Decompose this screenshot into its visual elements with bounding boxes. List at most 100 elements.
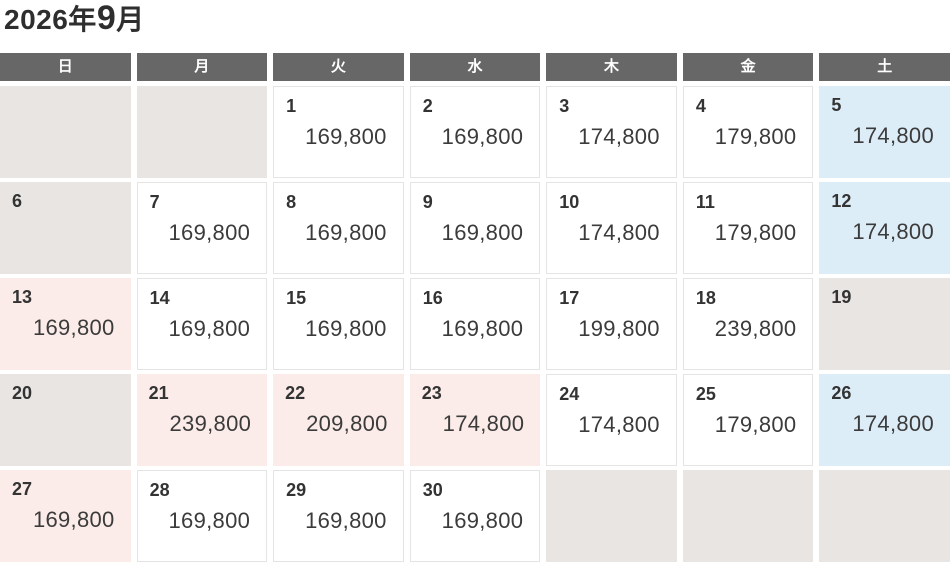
day-number: 18 <box>695 288 716 308</box>
calendar-cell-10[interactable]: 10 174,800 <box>546 182 677 274</box>
price-label: 169,800 <box>32 315 115 340</box>
day-number: 8 <box>286 192 297 212</box>
price-label: 169,800 <box>168 220 251 245</box>
day-number: 4 <box>695 96 706 116</box>
calendar-cell-17[interactable]: 17 199,800 <box>546 278 677 370</box>
price-label: 174,800 <box>578 220 660 245</box>
calendar-cell-5[interactable]: 5 174,800 <box>819 86 950 178</box>
price-label: 174,800 <box>578 412 660 437</box>
weekday-header-sat: 土 <box>819 53 950 81</box>
calendar-cell-15[interactable]: 15 169,800 <box>273 278 404 370</box>
price-label: 169,800 <box>168 508 251 533</box>
title-month-label: 月 <box>116 4 145 35</box>
calendar-cell-empty <box>0 86 131 178</box>
price-label: 169,800 <box>305 316 387 341</box>
day-number: 1 <box>286 96 297 116</box>
title-year-label: 年 <box>68 4 97 35</box>
calendar-cell-21[interactable]: 21 239,800 <box>136 374 268 466</box>
day-number: 28 <box>149 480 170 500</box>
day-number: 16 <box>422 288 443 308</box>
calendar-cell-27[interactable]: 27 169,800 <box>0 470 131 562</box>
price-label: 169,800 <box>32 507 115 532</box>
calendar-cell-22[interactable]: 22 209,800 <box>273 374 404 466</box>
day-number: 27 <box>12 479 33 499</box>
weekday-header-row: 日 月 火 水 木 金 土 <box>0 53 950 81</box>
calendar-cell-2[interactable]: 2 169,800 <box>409 86 541 178</box>
calendar-cell-20: 20 <box>0 374 131 466</box>
price-label: 174,800 <box>852 219 934 244</box>
calendar-cell-empty <box>682 470 814 562</box>
price-label: 169,800 <box>441 508 524 533</box>
calendar-cell-empty <box>136 86 268 178</box>
calendar-cell-30[interactable]: 30 169,800 <box>409 470 541 562</box>
price-label: 174,800 <box>852 411 934 436</box>
day-number: 20 <box>12 383 33 403</box>
day-number: 14 <box>149 288 170 308</box>
price-label: 174,800 <box>852 123 934 148</box>
price-label: 169,800 <box>305 220 387 245</box>
calendar-cell-4[interactable]: 4 179,800 <box>682 86 814 178</box>
day-number: 19 <box>831 287 852 307</box>
price-label: 179,800 <box>714 124 797 149</box>
day-number: 6 <box>12 191 23 211</box>
weekday-header-sun: 日 <box>0 53 131 81</box>
calendar-cell-1[interactable]: 1 169,800 <box>273 86 404 178</box>
calendar-title: 2026年9月 <box>4 0 145 37</box>
calendar-cell-26[interactable]: 26 174,800 <box>819 374 950 466</box>
calendar-cell-12[interactable]: 12 174,800 <box>819 182 950 274</box>
price-label: 209,800 <box>306 411 388 436</box>
day-number: 10 <box>559 192 580 212</box>
day-number: 11 <box>695 192 715 212</box>
price-label: 169,800 <box>305 508 387 533</box>
calendar-cell-13[interactable]: 13 169,800 <box>0 278 131 370</box>
day-number: 17 <box>559 288 580 308</box>
price-label: 169,800 <box>441 220 524 245</box>
weekday-header-mon: 月 <box>136 53 268 81</box>
price-label: 169,800 <box>305 124 387 149</box>
day-number: 2 <box>422 96 433 116</box>
day-number: 30 <box>422 480 443 500</box>
price-label: 179,800 <box>714 412 797 437</box>
calendar-cell-29[interactable]: 29 169,800 <box>273 470 404 562</box>
calendar-cell-18[interactable]: 18 239,800 <box>682 278 814 370</box>
calendar-cell-empty <box>819 470 950 562</box>
calendar-cell-6: 6 <box>0 182 131 274</box>
day-number: 13 <box>12 287 33 307</box>
price-label: 169,800 <box>441 124 524 149</box>
calendar-cell-25[interactable]: 25 179,800 <box>682 374 814 466</box>
price-calendar: 日 月 火 水 木 金 土 1 169,800 2 169,800 3 174,800 4 1… <box>0 53 950 562</box>
weekday-header-fri: 金 <box>682 53 814 81</box>
day-number: 3 <box>559 96 570 116</box>
calendar-cell-7[interactable]: 7 169,800 <box>136 182 268 274</box>
title-month: 9 <box>96 0 117 37</box>
calendar-cell-11[interactable]: 11 179,800 <box>682 182 814 274</box>
calendar-cell-24[interactable]: 24 174,800 <box>546 374 677 466</box>
price-label: 169,800 <box>168 316 251 341</box>
calendar-cell-16[interactable]: 16 169,800 <box>409 278 541 370</box>
calendar-cell-3[interactable]: 3 174,800 <box>546 86 677 178</box>
weekday-header-thu: 木 <box>546 53 677 81</box>
day-number: 15 <box>286 288 307 308</box>
weekday-header-wed: 水 <box>409 53 541 81</box>
day-number: 29 <box>286 480 307 500</box>
price-label: 174,800 <box>442 411 525 436</box>
calendar-cell-19: 19 <box>819 278 950 370</box>
calendar-cell-28[interactable]: 28 169,800 <box>136 470 268 562</box>
title-year: 2026 <box>4 4 69 35</box>
day-number: 7 <box>149 192 160 212</box>
price-label: 169,800 <box>441 316 524 341</box>
calendar-cell-8[interactable]: 8 169,800 <box>273 182 404 274</box>
calendar-cell-14[interactable]: 14 169,800 <box>136 278 268 370</box>
day-number: 23 <box>421 383 442 403</box>
day-number: 21 <box>148 383 169 403</box>
price-label: 199,800 <box>578 316 660 341</box>
calendar-cell-23[interactable]: 23 174,800 <box>409 374 541 466</box>
price-label: 174,800 <box>578 124 660 149</box>
day-number: 24 <box>559 384 580 404</box>
price-label: 179,800 <box>714 220 797 245</box>
calendar-cell-empty <box>546 470 677 562</box>
calendar-cell-9[interactable]: 9 169,800 <box>409 182 541 274</box>
day-number: 26 <box>831 383 852 403</box>
day-number: 5 <box>831 95 842 115</box>
day-number: 22 <box>285 383 306 403</box>
